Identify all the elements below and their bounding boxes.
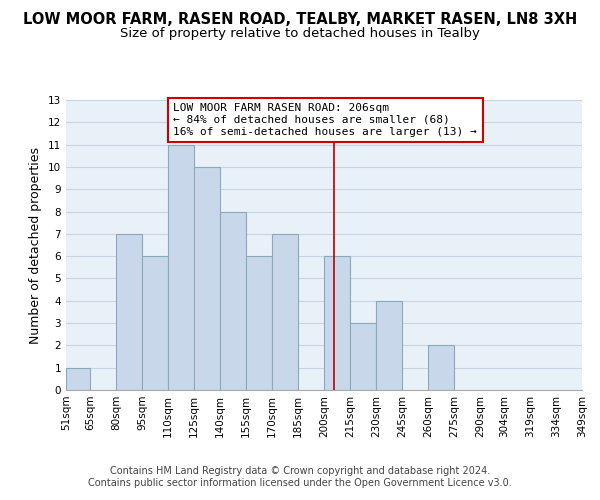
Bar [324,256,350,390]
Bar [272,234,298,390]
Bar [66,368,90,390]
Bar [116,234,142,390]
Text: Contains HM Land Registry data © Crown copyright and database right 2024.
Contai: Contains HM Land Registry data © Crown c… [88,466,512,487]
Text: LOW MOOR FARM RASEN ROAD: 206sqm
← 84% of detached houses are smaller (68)
16% o: LOW MOOR FARM RASEN ROAD: 206sqm ← 84% o… [173,104,477,136]
Bar [168,144,194,390]
Bar [428,346,454,390]
Bar [142,256,168,390]
Bar [220,212,246,390]
Text: LOW MOOR FARM, RASEN ROAD, TEALBY, MARKET RASEN, LN8 3XH: LOW MOOR FARM, RASEN ROAD, TEALBY, MARKE… [23,12,577,28]
Bar [246,256,272,390]
Bar [194,167,220,390]
Text: Size of property relative to detached houses in Tealby: Size of property relative to detached ho… [120,28,480,40]
Bar [350,323,376,390]
Y-axis label: Number of detached properties: Number of detached properties [29,146,43,344]
Bar [376,301,402,390]
